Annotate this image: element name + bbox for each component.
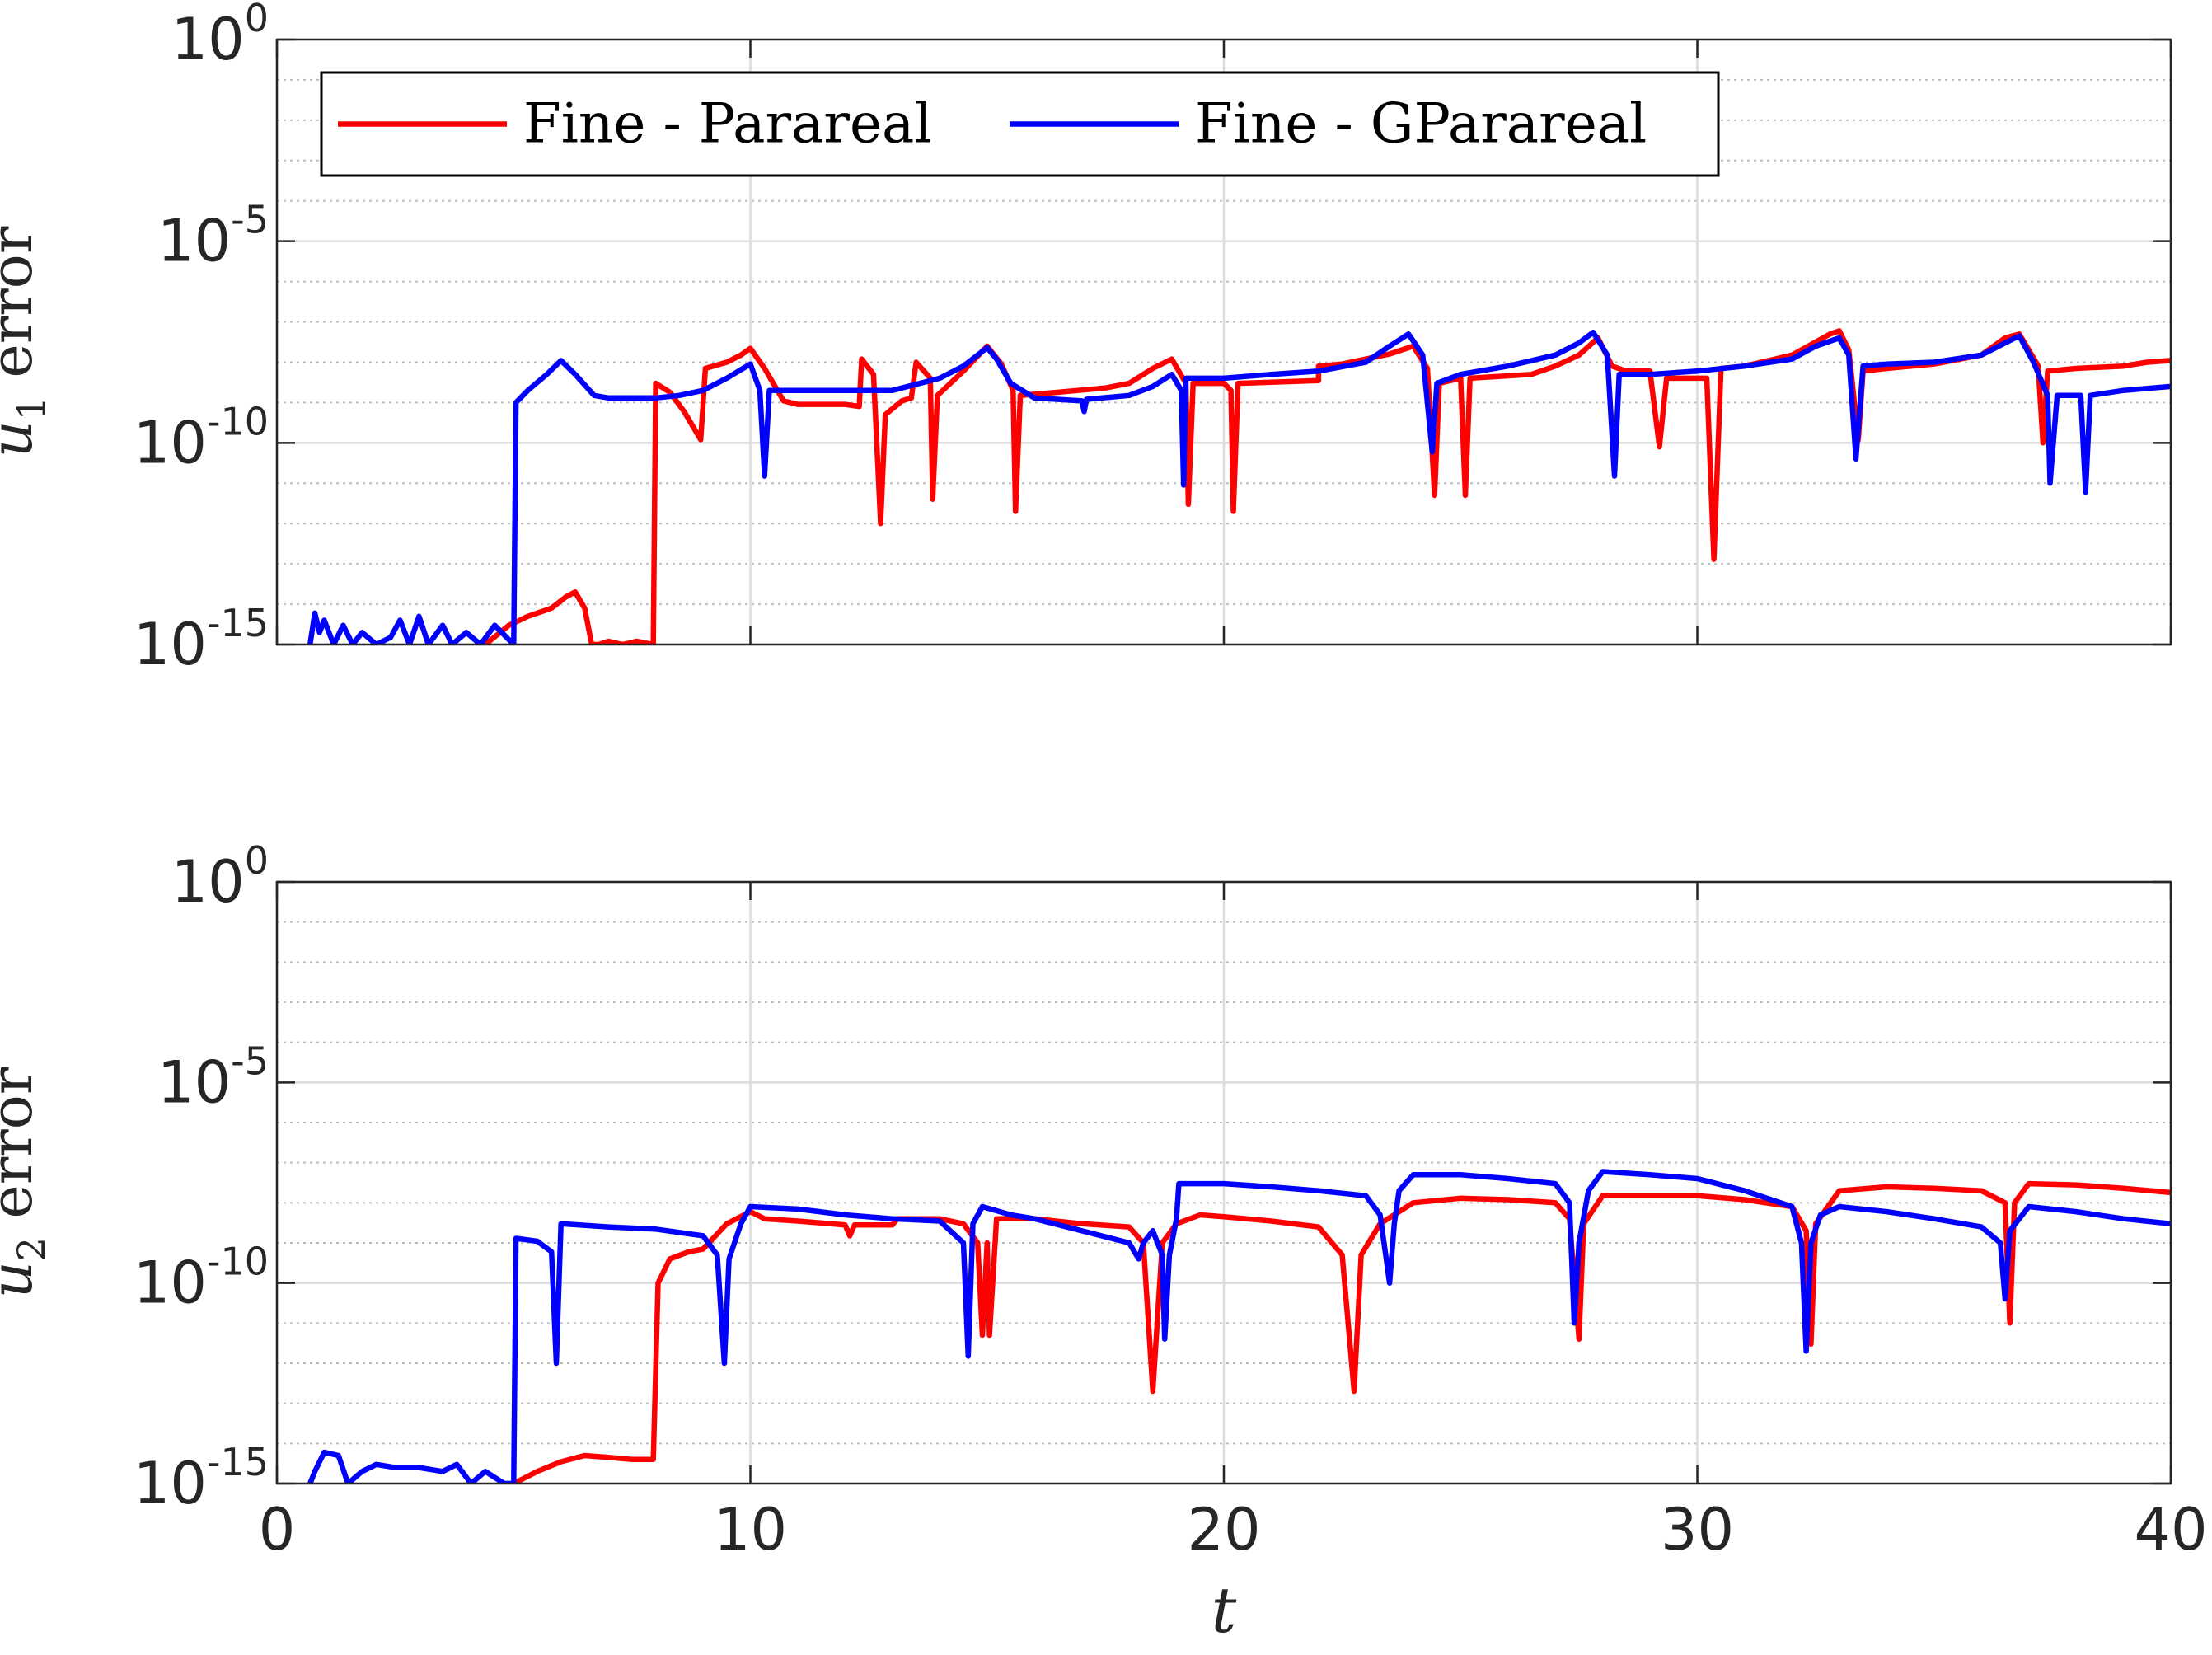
series-line-gparareal xyxy=(307,1169,2171,1484)
x-tick-label: 0 xyxy=(259,1496,296,1564)
legend: Fine - Parareal Fine - GParareal xyxy=(320,71,1720,177)
legend-label: Fine - Parareal xyxy=(523,92,931,156)
x-tick-label: 30 xyxy=(1661,1496,1734,1564)
y-tick-label: 10-15 xyxy=(134,1440,269,1517)
y-tick-label: 10-5 xyxy=(157,1038,269,1116)
legend-label: Fine - GParareal xyxy=(1195,92,1647,156)
series-line-parareal xyxy=(483,328,2171,645)
x-tick-label: 40 xyxy=(2134,1496,2207,1564)
panel-bottom: 100 10-5 10-10 10-150 10 20 30 40 t u2 error xyxy=(0,838,2208,1647)
y-tick-label: 100 xyxy=(171,838,269,916)
series-line-parareal xyxy=(512,1180,2171,1484)
x-axis-label: t xyxy=(1211,1573,1237,1647)
y-axis-label: u2 error xyxy=(0,1067,54,1298)
y-tick-label: 10-15 xyxy=(134,601,269,678)
y-tick-label: 10-5 xyxy=(157,198,269,275)
x-tick-label: 20 xyxy=(1187,1496,1260,1564)
panel-top: 100 10-5 10-10 10-15 u1 error Fine - Parareal… xyxy=(0,0,2172,678)
y-tick-label: 10-10 xyxy=(134,399,269,476)
y-tick-label: 10-10 xyxy=(134,1240,269,1317)
y-axis-label: u1 error xyxy=(0,226,54,457)
series-line-gparareal xyxy=(307,329,2171,645)
y-tick-label: 100 xyxy=(171,0,269,73)
x-tick-label: 10 xyxy=(714,1496,787,1564)
